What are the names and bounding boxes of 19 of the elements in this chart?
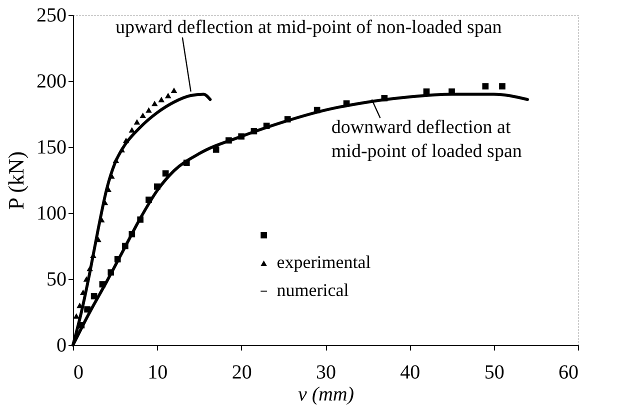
x-tick-label: 50 xyxy=(484,362,504,384)
x-tick-label: 0 xyxy=(74,362,84,384)
annotation: downward deflection at mid-point of loaded span xyxy=(331,117,522,162)
y-tick-label: 0 xyxy=(56,334,66,356)
x-tick-label: 40 xyxy=(400,362,420,384)
annotation: upward deflection at mid-point of non-loaded span xyxy=(116,16,502,38)
y-tick-label: 200 xyxy=(36,70,66,92)
y-axis-title: P (kN) xyxy=(4,151,28,210)
x-tick-label: 20 xyxy=(232,362,252,384)
x-tick-label: 10 xyxy=(148,362,168,384)
x-tick-label: 60 xyxy=(558,362,578,384)
y-tick-label: 150 xyxy=(36,136,66,158)
y-tick-label: 50 xyxy=(46,268,66,290)
x-axis-title: v (mm) xyxy=(298,384,354,406)
legend-label: numerical xyxy=(276,280,349,300)
legend-label: experimental xyxy=(276,252,371,272)
x-tick-label: 30 xyxy=(316,362,336,384)
y-tick-label: 100 xyxy=(36,202,66,224)
y-tick-label: 250 xyxy=(36,4,66,26)
